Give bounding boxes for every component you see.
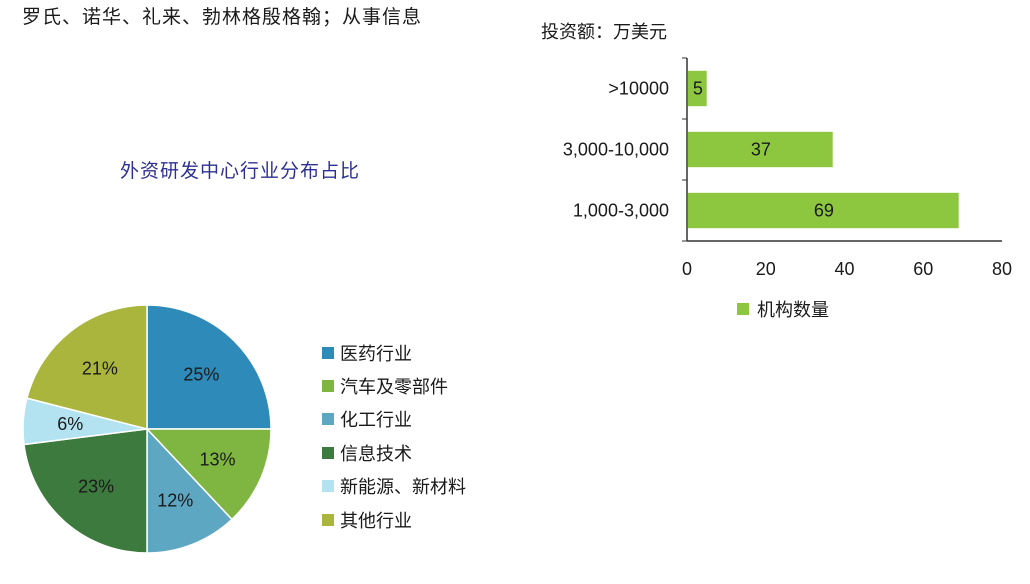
x-tick-label: 80 [992, 259, 1012, 279]
category-label: 1,000-3,000 [573, 201, 669, 221]
bar-chart-title: 投资额：万美元 [541, 22, 667, 43]
bar [688, 70, 707, 107]
legend-label: 汽车及零部件 [340, 377, 448, 399]
bar-value-label: 69 [814, 201, 834, 221]
bar [688, 131, 833, 168]
category-label: 3,000-10,000 [563, 140, 669, 160]
bar-legend: 机构数量 [737, 296, 829, 322]
legend-label: 其他行业 [340, 510, 412, 532]
bar [688, 192, 959, 229]
pie-slice-label: 6% [57, 414, 83, 434]
legend-item: 医药行业 [322, 336, 466, 369]
category-label: >10000 [608, 79, 669, 99]
legend-item: 信息技术 [322, 436, 466, 469]
legend-item: 汽车及零部件 [322, 369, 466, 402]
legend-label: 化工行业 [340, 410, 412, 432]
legend-swatch [322, 380, 334, 393]
legend-swatch [322, 513, 334, 526]
legend-swatch [322, 446, 334, 459]
header-text: 罗氏、诺华、礼来、勃林格殷格翰；从事信息 [22, 6, 423, 28]
bar-value-label: 37 [751, 140, 771, 160]
pie-slice [145, 428, 272, 521]
pie-chart-title: 外资研发中心行业分布占比 [120, 160, 361, 182]
pie-slice [146, 427, 233, 554]
pie-slice [146, 304, 272, 430]
pie-slice [23, 428, 148, 554]
pie-legend: 医药行业汽车及零部件 化工行业信息技术新能源、新材料 其他行业 [322, 336, 466, 536]
legend-swatch [322, 346, 334, 359]
legend-item: 新能源、新材料 [322, 470, 466, 503]
legend-label: 医药行业 [340, 343, 412, 365]
bar-value-label: 5 [693, 79, 703, 99]
pie-slice-label: 25% [183, 365, 219, 385]
pie-chart: 25% 13% 12% 23% 6% 21% [22, 304, 272, 554]
pie-slice-label: 23% [78, 477, 114, 497]
legend-swatch [322, 413, 334, 426]
bar-legend-swatch [737, 303, 749, 315]
legend-item: 其他行业 [322, 503, 466, 536]
legend-label: 新能源、新材料 [340, 477, 466, 499]
pie-slice-label: 12% [157, 490, 193, 510]
x-tick-label: 40 [834, 259, 854, 279]
x-tick-label: 0 [682, 259, 692, 279]
x-tick-label: 20 [756, 259, 776, 279]
pie-slice-label: 13% [200, 450, 236, 470]
pie-slice-label: 21% [82, 358, 118, 378]
legend-swatch [322, 480, 334, 493]
legend-item: 化工行业 [322, 403, 466, 436]
x-tick-label: 60 [913, 259, 933, 279]
bar-legend-label: 机构数量 [757, 300, 829, 321]
legend-label: 信息技术 [340, 443, 412, 465]
pie-slice [25, 304, 148, 430]
